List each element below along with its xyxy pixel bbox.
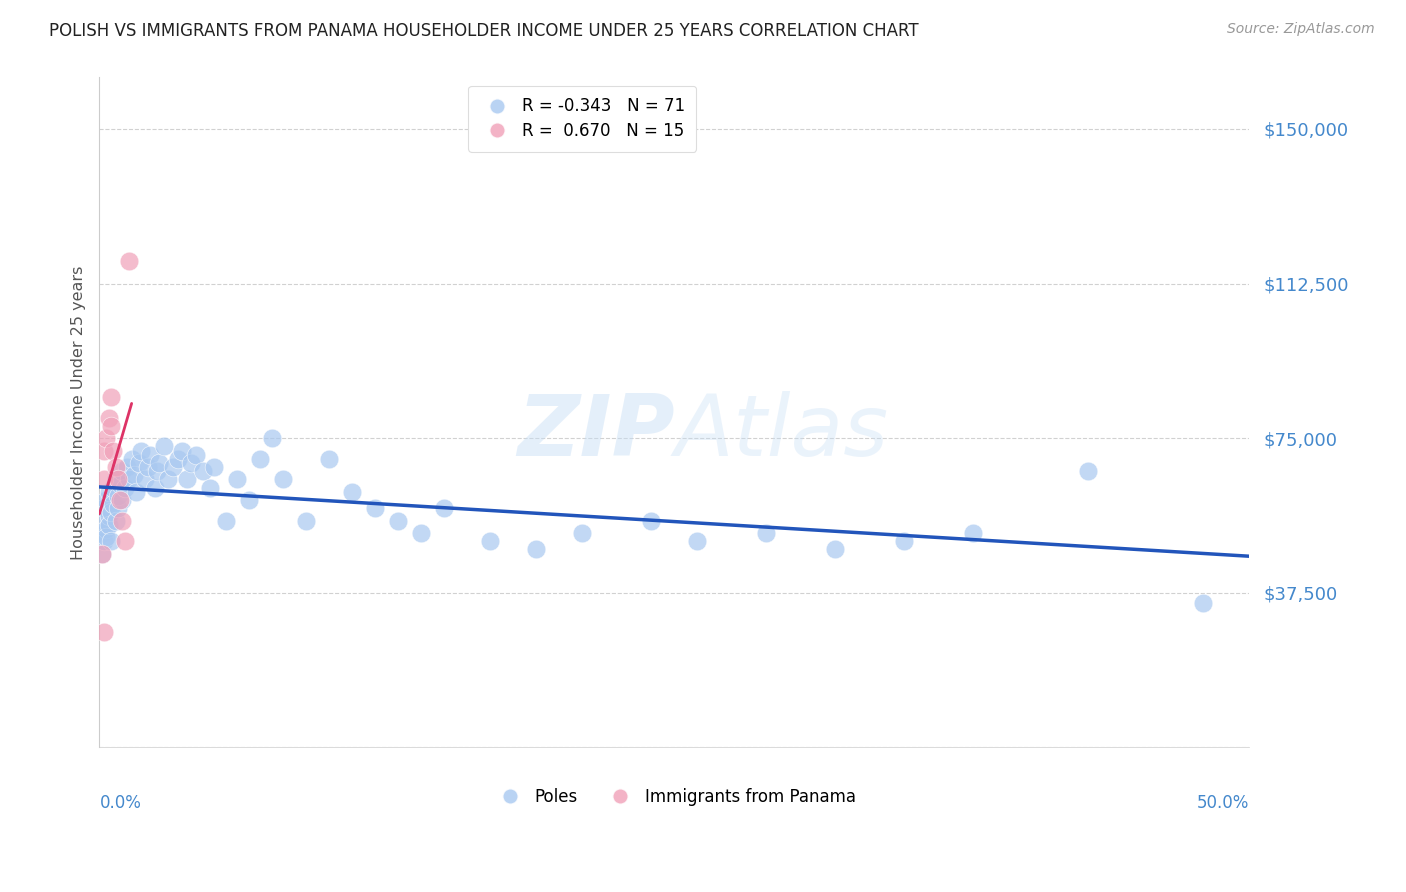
Text: 50.0%: 50.0% bbox=[1197, 794, 1250, 813]
Point bbox=[107, 501, 129, 516]
Point bbox=[114, 534, 136, 549]
Point bbox=[104, 472, 127, 486]
Point bbox=[121, 451, 143, 466]
Point bbox=[238, 493, 260, 508]
Point bbox=[191, 464, 214, 478]
Point bbox=[108, 476, 131, 491]
Point bbox=[411, 526, 433, 541]
Point bbox=[93, 501, 115, 516]
Point bbox=[162, 460, 184, 475]
Point bbox=[96, 530, 118, 544]
Point bbox=[96, 493, 118, 508]
Point bbox=[103, 497, 125, 511]
Point bbox=[103, 443, 125, 458]
Point bbox=[249, 451, 271, 466]
Point bbox=[96, 522, 118, 536]
Point bbox=[433, 501, 456, 516]
Point bbox=[97, 484, 120, 499]
Point bbox=[97, 517, 120, 532]
Point bbox=[342, 484, 364, 499]
Point bbox=[824, 542, 846, 557]
Point bbox=[686, 534, 709, 549]
Point bbox=[204, 460, 226, 475]
Point bbox=[97, 509, 120, 524]
Point bbox=[295, 514, 318, 528]
Point bbox=[176, 472, 198, 486]
Point bbox=[115, 460, 138, 475]
Point bbox=[100, 534, 122, 549]
Point bbox=[215, 514, 238, 528]
Point bbox=[526, 542, 548, 557]
Point bbox=[104, 460, 127, 475]
Point bbox=[184, 448, 207, 462]
Text: ZIP: ZIP bbox=[517, 391, 675, 474]
Point bbox=[157, 472, 180, 486]
Point bbox=[97, 410, 120, 425]
Point bbox=[180, 456, 202, 470]
Point bbox=[107, 489, 129, 503]
Point bbox=[571, 526, 593, 541]
Point bbox=[479, 534, 502, 549]
Point bbox=[318, 451, 340, 466]
Point bbox=[226, 472, 249, 486]
Point bbox=[146, 464, 169, 478]
Point bbox=[139, 448, 162, 462]
Point bbox=[198, 481, 221, 495]
Point bbox=[90, 547, 112, 561]
Point bbox=[90, 526, 112, 541]
Point bbox=[118, 253, 141, 268]
Point bbox=[93, 443, 115, 458]
Point bbox=[134, 472, 156, 486]
Point bbox=[100, 418, 122, 433]
Point bbox=[93, 534, 115, 549]
Point bbox=[100, 390, 122, 404]
Point bbox=[104, 514, 127, 528]
Point bbox=[962, 526, 984, 541]
Point bbox=[114, 481, 136, 495]
Point bbox=[93, 472, 115, 486]
Point bbox=[125, 484, 148, 499]
Point bbox=[108, 493, 131, 508]
Point bbox=[260, 431, 283, 445]
Text: POLISH VS IMMIGRANTS FROM PANAMA HOUSEHOLDER INCOME UNDER 25 YEARS CORRELATION C: POLISH VS IMMIGRANTS FROM PANAMA HOUSEHO… bbox=[49, 22, 920, 40]
Point bbox=[1192, 596, 1215, 610]
Text: Source: ZipAtlas.com: Source: ZipAtlas.com bbox=[1227, 22, 1375, 37]
Point bbox=[93, 624, 115, 639]
Point bbox=[1077, 464, 1099, 478]
Point bbox=[107, 472, 129, 486]
Point bbox=[143, 481, 166, 495]
Point bbox=[111, 493, 134, 508]
Point bbox=[111, 464, 134, 478]
Point bbox=[128, 456, 150, 470]
Legend: Poles, Immigrants from Panama: Poles, Immigrants from Panama bbox=[486, 781, 862, 813]
Point bbox=[640, 514, 662, 528]
Point bbox=[129, 443, 152, 458]
Y-axis label: Householder Income Under 25 years: Householder Income Under 25 years bbox=[72, 265, 86, 559]
Point bbox=[153, 439, 176, 453]
Point bbox=[93, 514, 115, 528]
Point bbox=[90, 547, 112, 561]
Point bbox=[166, 451, 188, 466]
Text: Atlas: Atlas bbox=[675, 391, 889, 474]
Point bbox=[96, 431, 118, 445]
Point bbox=[273, 472, 295, 486]
Point bbox=[122, 468, 145, 483]
Point bbox=[136, 460, 159, 475]
Point bbox=[148, 456, 170, 470]
Point bbox=[364, 501, 387, 516]
Point bbox=[103, 481, 125, 495]
Point bbox=[387, 514, 409, 528]
Point bbox=[172, 443, 194, 458]
Point bbox=[893, 534, 915, 549]
Point bbox=[755, 526, 778, 541]
Text: 0.0%: 0.0% bbox=[100, 794, 142, 813]
Point bbox=[100, 505, 122, 519]
Point bbox=[118, 472, 141, 486]
Point bbox=[111, 514, 134, 528]
